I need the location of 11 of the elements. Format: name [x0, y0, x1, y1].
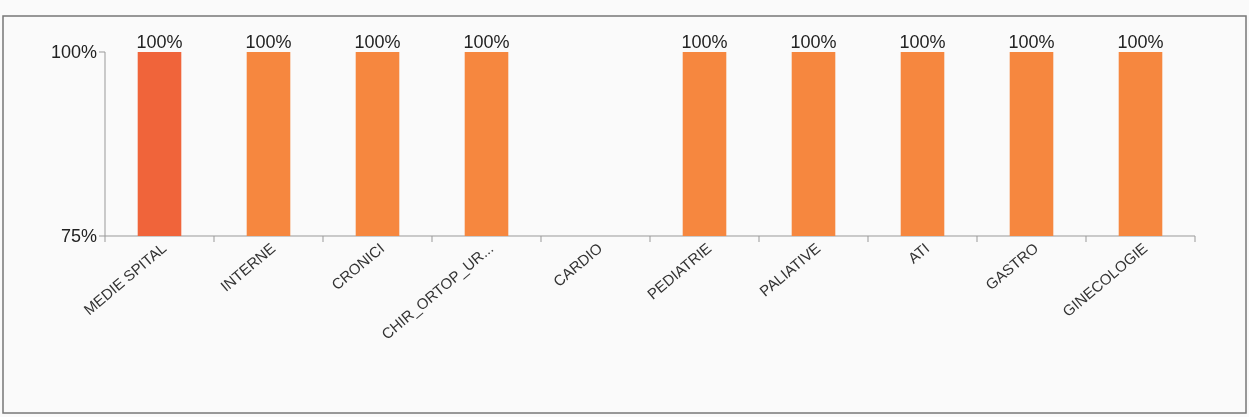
data-label: 100% [899, 32, 946, 52]
data-label: 100% [136, 32, 183, 52]
data-label: 100% [245, 32, 292, 52]
data-label: 100% [463, 32, 510, 52]
data-label: 100% [1117, 32, 1164, 52]
data-label: 100% [354, 32, 401, 52]
y-tick-label: 75% [60, 226, 97, 247]
x-tick-label: ATI [904, 239, 933, 267]
data-label: 100% [1008, 32, 1055, 52]
data-label: 100% [790, 32, 837, 52]
data-label: 100% [681, 32, 728, 52]
